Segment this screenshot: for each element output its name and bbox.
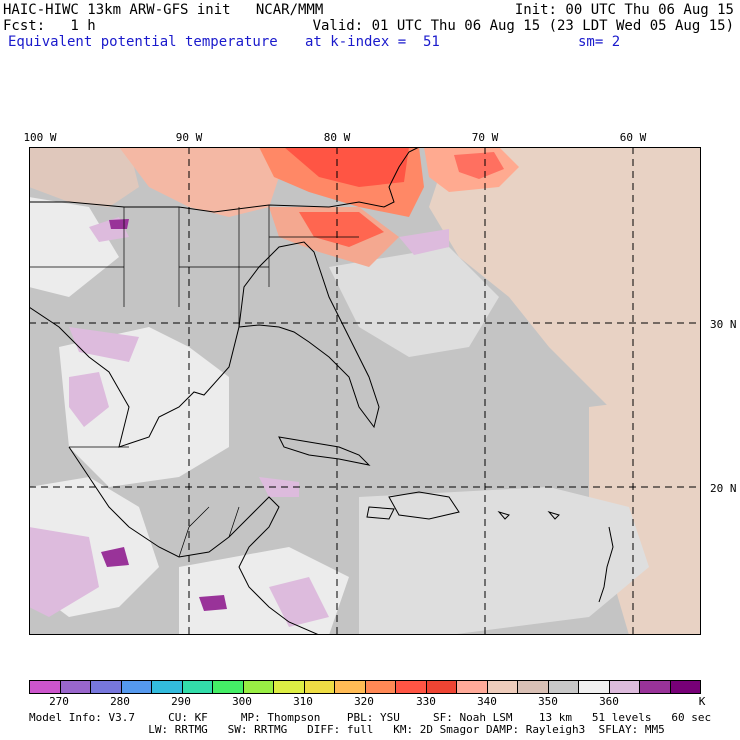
lon-label-80w: 80 W xyxy=(323,131,351,144)
colorbar-tick: 280 xyxy=(110,695,130,708)
forecast-hour: Fcst: 1 h xyxy=(3,18,96,34)
colorbar-unit: K xyxy=(698,695,706,708)
colorbar-swatch xyxy=(518,681,549,693)
lavender-patches xyxy=(29,217,449,627)
lon-label-60w: 60 W xyxy=(619,131,647,144)
lat-label-30n: 30 N xyxy=(710,318,737,331)
colorbar-swatch xyxy=(548,681,579,693)
colorbar-swatch xyxy=(60,681,91,693)
colorbar-swatch xyxy=(487,681,518,693)
lat-label-20n: 20 N xyxy=(710,482,737,495)
colorbar-swatch xyxy=(365,681,396,693)
colorbar-swatch xyxy=(670,681,700,693)
colorbar-swatch xyxy=(152,681,183,693)
colorbar-tick: 310 xyxy=(293,695,313,708)
colorbar xyxy=(29,680,701,694)
lon-label-70w: 70 W xyxy=(471,131,499,144)
atlantic-light-patches xyxy=(329,247,649,635)
colorbar-tick: 300 xyxy=(232,695,252,708)
theta-e-map xyxy=(29,147,701,635)
colorbar-swatch xyxy=(30,681,61,693)
colorbar-swatch xyxy=(182,681,213,693)
model-info-line2: LW: RRTMG SW: RRTMG DIFF: full KM: 2D Sm… xyxy=(29,723,665,736)
colorbar-swatch xyxy=(426,681,457,693)
smoothing-label: sm= 2 xyxy=(578,34,621,50)
colorbar-tick: 290 xyxy=(171,695,191,708)
colorbar-swatch xyxy=(274,681,305,693)
gulf-light-field xyxy=(29,197,349,635)
colorbar-swatch xyxy=(243,681,274,693)
colorbar-tick: 350 xyxy=(538,695,558,708)
colorbar-tick: 360 xyxy=(599,695,619,708)
colorbar-swatch xyxy=(91,681,122,693)
colorbar-swatch xyxy=(213,681,244,693)
colorbar-swatch xyxy=(121,681,152,693)
init-time: Init: 00 UTC Thu 06 Aug 15 xyxy=(514,2,734,18)
colorbar-swatch xyxy=(335,681,366,693)
lon-label-100w: 100 W xyxy=(23,131,57,144)
valid-time: Valid: 01 UTC Thu 06 Aug 15 (23 LDT Wed … xyxy=(312,18,734,34)
model-title: HAIC-HIWC 13km ARW-GFS init NCAR/MMM xyxy=(3,2,324,18)
lon-label-90w: 90 W xyxy=(175,131,203,144)
level-label: at k-index = 51 xyxy=(305,34,440,50)
model-info-line1: Model Info: V3.7 CU: KF MP: Thompson PBL… xyxy=(29,711,712,724)
field-name: Equivalent potential temperature xyxy=(8,34,278,50)
colorbar-swatch xyxy=(640,681,671,693)
purple-hotspots xyxy=(101,219,227,611)
map-frame xyxy=(29,147,701,635)
colorbar-tick: 270 xyxy=(49,695,69,708)
colorbar-swatch xyxy=(304,681,335,693)
colorbar-swatch xyxy=(457,681,488,693)
carolina-warm-field xyxy=(119,147,519,267)
colorbar-tick: 320 xyxy=(354,695,374,708)
latlon-grid xyxy=(29,147,701,635)
state-borders xyxy=(29,205,359,558)
colorbar-swatch xyxy=(609,681,640,693)
colorbar-tick: 330 xyxy=(416,695,436,708)
coastlines xyxy=(29,147,614,635)
colorbar-swatch xyxy=(579,681,610,693)
colorbar-tick: 340 xyxy=(477,695,497,708)
colorbar-swatch xyxy=(396,681,427,693)
